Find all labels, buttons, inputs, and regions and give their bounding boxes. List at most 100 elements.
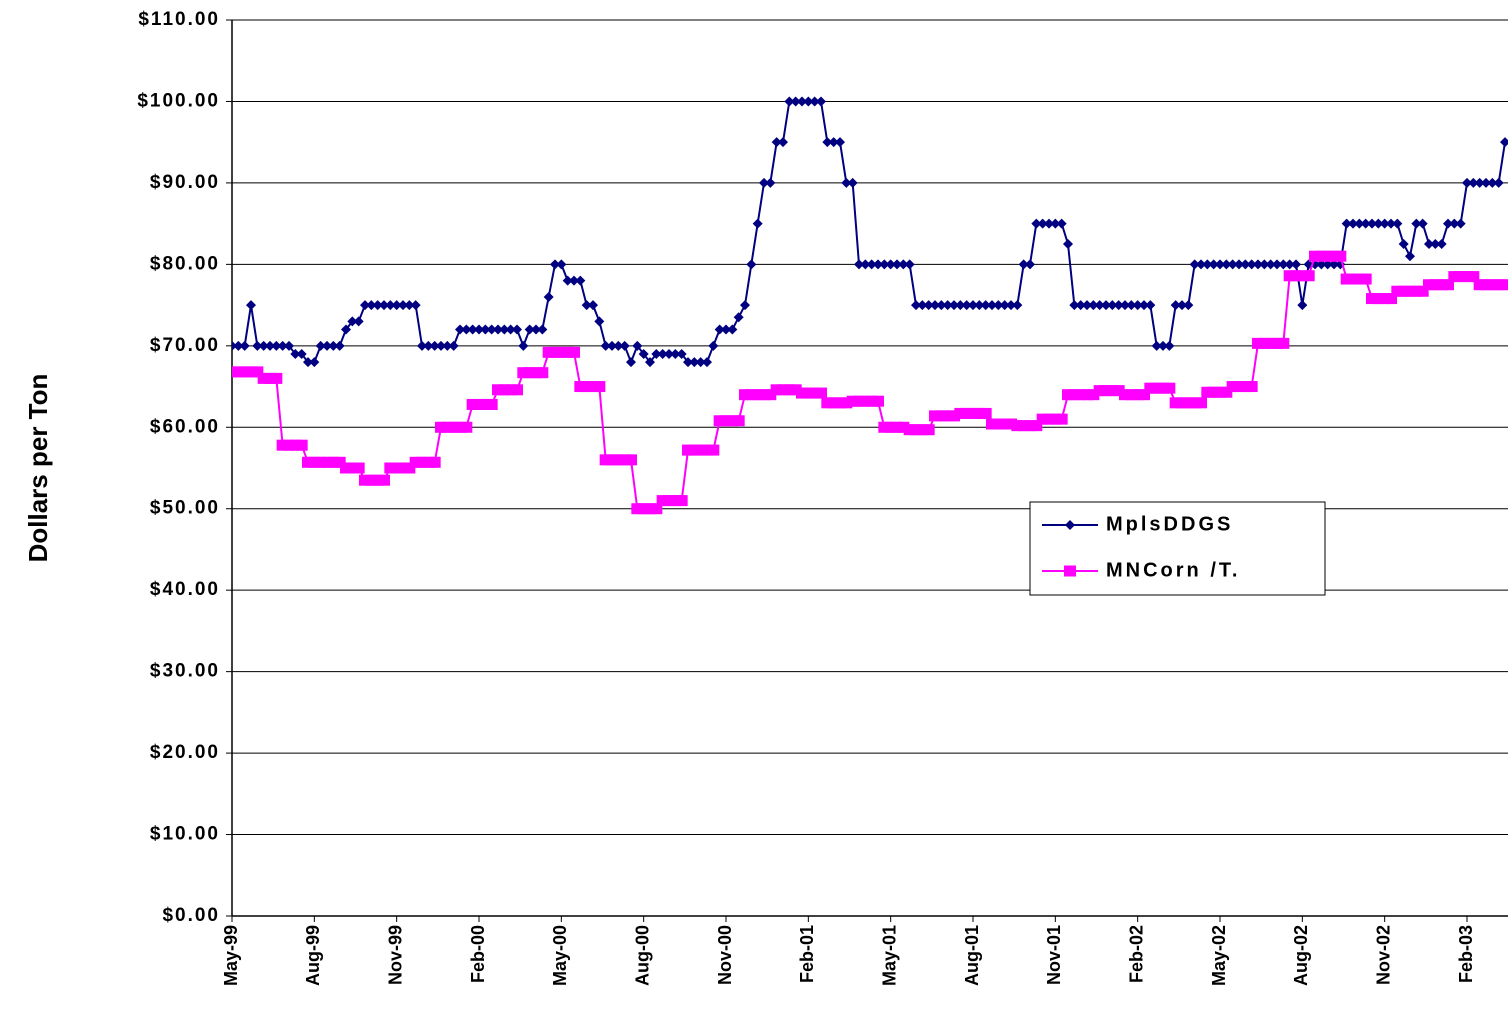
diamond-marker	[1221, 259, 1232, 270]
square-marker	[1239, 381, 1252, 393]
diamond-marker	[626, 357, 636, 368]
y-tick-label: $100.00	[137, 90, 220, 111]
diamond-marker	[936, 300, 947, 311]
diamond-marker	[980, 300, 991, 311]
square-marker	[688, 444, 701, 456]
square-marker	[1454, 271, 1467, 283]
diamond-marker	[493, 324, 503, 335]
square-marker	[1296, 270, 1309, 282]
x-tick-label: May-99	[221, 925, 241, 986]
diamond-marker	[740, 300, 750, 311]
diamond-marker	[385, 300, 396, 311]
diamond-marker	[1354, 218, 1365, 229]
square-marker	[1391, 285, 1404, 297]
square-marker	[998, 418, 1011, 430]
diamond-marker	[1075, 300, 1086, 311]
diamond-marker	[714, 324, 725, 335]
diamond-marker	[930, 300, 940, 311]
y-tick-label: $60.00	[150, 416, 220, 437]
square-marker	[441, 421, 454, 433]
square-marker	[498, 384, 511, 396]
diamond-marker	[816, 96, 826, 107]
legend-marker	[1064, 565, 1076, 577]
diamond-marker	[873, 259, 883, 270]
square-marker	[599, 454, 612, 466]
diamond-marker	[854, 259, 864, 270]
square-marker	[333, 456, 346, 468]
square-marker	[1131, 389, 1144, 401]
square-marker	[682, 444, 694, 456]
diamond-marker	[271, 340, 282, 351]
x-tick-label: Aug-02	[1291, 925, 1311, 986]
square-marker	[1290, 270, 1302, 282]
diamond-marker	[309, 357, 320, 368]
diamond-marker	[474, 324, 484, 335]
square-marker	[283, 439, 295, 451]
square-marker	[1264, 337, 1277, 349]
diamond-marker	[1246, 259, 1257, 270]
diamond-marker	[1126, 300, 1137, 311]
square-marker	[1144, 382, 1157, 394]
diamond-marker	[1107, 300, 1118, 311]
square-marker	[694, 444, 707, 456]
x-tick-label: Nov-01	[1044, 925, 1064, 985]
square-marker	[549, 346, 561, 358]
diamond-marker	[499, 324, 510, 335]
square-marker	[504, 384, 517, 396]
diamond-marker	[1316, 259, 1327, 270]
diamond-marker	[917, 300, 928, 311]
diamond-marker	[1348, 218, 1358, 229]
diamond-marker	[1202, 259, 1213, 270]
square-marker	[1486, 279, 1499, 291]
diamond-marker	[1208, 259, 1219, 270]
series-line	[232, 255, 1505, 510]
diamond-marker	[803, 96, 814, 107]
diamond-marker	[968, 300, 978, 311]
diamond-marker	[860, 259, 871, 270]
diamond-marker	[898, 259, 909, 270]
diamond-marker	[246, 300, 256, 311]
diamond-marker	[879, 259, 890, 270]
square-marker	[783, 384, 796, 396]
diamond-marker	[1449, 218, 1460, 229]
square-marker	[986, 418, 998, 430]
square-marker	[732, 415, 745, 427]
diamond-marker	[347, 316, 358, 327]
square-marker	[371, 474, 384, 486]
x-tick-label: Nov-99	[385, 925, 405, 985]
diamond-marker	[353, 316, 364, 327]
square-marker	[416, 456, 428, 468]
y-tick-label: $80.00	[150, 253, 220, 274]
diamond-marker	[372, 300, 383, 311]
diamond-marker	[822, 137, 833, 148]
diamond-marker	[987, 300, 997, 311]
square-marker	[232, 366, 245, 378]
square-marker	[340, 462, 352, 474]
x-tick-label: Nov-02	[1373, 925, 1393, 985]
diamond-marker	[765, 177, 776, 188]
diamond-marker	[550, 259, 560, 270]
square-marker	[1081, 389, 1093, 401]
square-marker	[967, 407, 979, 419]
square-marker	[777, 384, 789, 396]
square-marker	[751, 389, 764, 401]
square-marker	[1429, 279, 1442, 291]
square-marker	[1315, 250, 1328, 262]
square-marker	[973, 407, 986, 419]
diamond-marker	[974, 300, 985, 311]
square-marker	[264, 372, 276, 384]
square-marker	[1138, 389, 1150, 401]
square-marker	[1214, 386, 1226, 398]
square-marker	[1119, 389, 1131, 401]
x-tick-label: Feb-03	[1456, 925, 1476, 983]
diamond-marker	[1215, 259, 1225, 270]
square-marker	[1423, 279, 1435, 291]
diamond-marker	[1468, 177, 1479, 188]
square-marker	[517, 367, 530, 379]
square-marker	[1277, 337, 1290, 349]
diamond-marker	[1031, 218, 1042, 229]
square-marker	[707, 444, 720, 456]
diamond-marker	[404, 300, 415, 311]
diamond-marker	[480, 324, 491, 335]
square-marker	[897, 421, 910, 433]
